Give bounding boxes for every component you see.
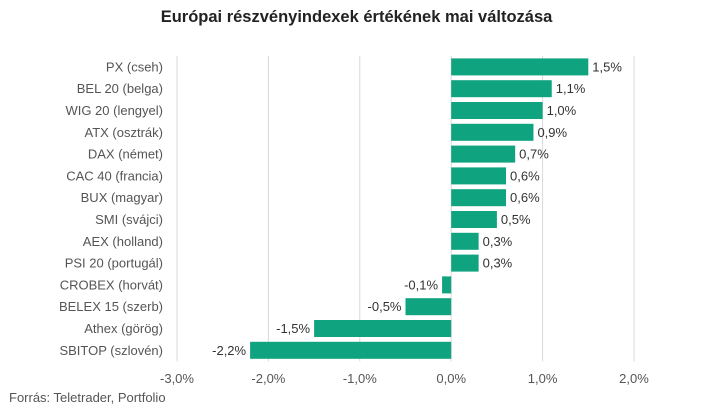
bar: [451, 189, 507, 207]
category-label: BEL 20 (belga): [77, 81, 163, 96]
bar: [451, 102, 543, 119]
data-label: -2,2%: [212, 343, 246, 358]
source-note: Forrás: Teletrader, Portfolio: [9, 390, 166, 405]
category-label: PX (cseh): [106, 59, 163, 74]
category-label: SBITOP (szlovén): [59, 343, 163, 358]
data-label: 1,0%: [547, 103, 577, 118]
data-label: 0,6%: [510, 190, 540, 205]
data-label: 1,1%: [556, 81, 586, 96]
bar: [250, 341, 452, 359]
category-label: BELEX 15 (szerb): [59, 299, 163, 314]
x-tick-label: 2,0%: [619, 371, 649, 386]
data-label: 1,5%: [592, 59, 622, 74]
data-label: 0,5%: [501, 212, 531, 227]
bar: [405, 298, 452, 316]
category-label: CROBEX (horvát): [60, 277, 163, 292]
data-label: 0,6%: [510, 168, 540, 183]
data-label: -1,5%: [276, 321, 310, 336]
category-label: ATX (osztrák): [85, 125, 164, 140]
data-label: -0,5%: [368, 299, 402, 314]
x-tick-label: 0,0%: [436, 371, 466, 386]
data-label: 0,3%: [483, 234, 513, 249]
bar: [451, 254, 479, 272]
bar: [451, 123, 534, 141]
chart-title: Európai részvényindexek értékének mai vá…: [160, 8, 553, 26]
x-tick-label: -2,0%: [251, 371, 285, 386]
bar: [451, 80, 552, 98]
category-label: WIG 20 (lengyel): [65, 103, 163, 118]
bar: [451, 58, 589, 76]
data-label: -0,1%: [404, 277, 438, 292]
x-tick-labels: -3,0% -2,0% -1,0% 0,0% 1,0% 2,0%: [160, 371, 649, 386]
data-label: 0,7%: [519, 147, 549, 162]
category-label: PSI 20 (portugál): [65, 256, 163, 271]
bar: [451, 211, 497, 228]
bar: [451, 232, 479, 250]
gridlines: [176, 56, 635, 362]
category-label: CAC 40 (francia): [66, 168, 163, 183]
x-tick-label: -3,0%: [160, 371, 194, 386]
bar: [442, 276, 452, 294]
bar: [451, 167, 507, 185]
data-label: 0,9%: [537, 125, 567, 140]
category-label: Athex (görög): [84, 321, 163, 336]
x-tick-label: -1,0%: [343, 371, 377, 386]
category-label: SMI (svájci): [95, 212, 163, 227]
bar: [314, 320, 452, 337]
category-label: DAX (német): [88, 147, 163, 162]
x-tick-label: 1,0%: [528, 371, 558, 386]
category-labels: PX (cseh) BEL 20 (belga) WIG 20 (lengyel) A…: [59, 59, 163, 357]
bar: [451, 145, 516, 163]
category-label: AEX (holland): [83, 234, 163, 249]
bars: [250, 58, 589, 359]
category-label: BUX (magyar): [81, 190, 163, 205]
data-labels: 1,5% 1,1% 1,0% 0,9% 0,7% 0,6% 0,6% 0,5% 0,3% 0,3%…: [212, 59, 622, 357]
data-label: 0,3%: [483, 256, 513, 271]
